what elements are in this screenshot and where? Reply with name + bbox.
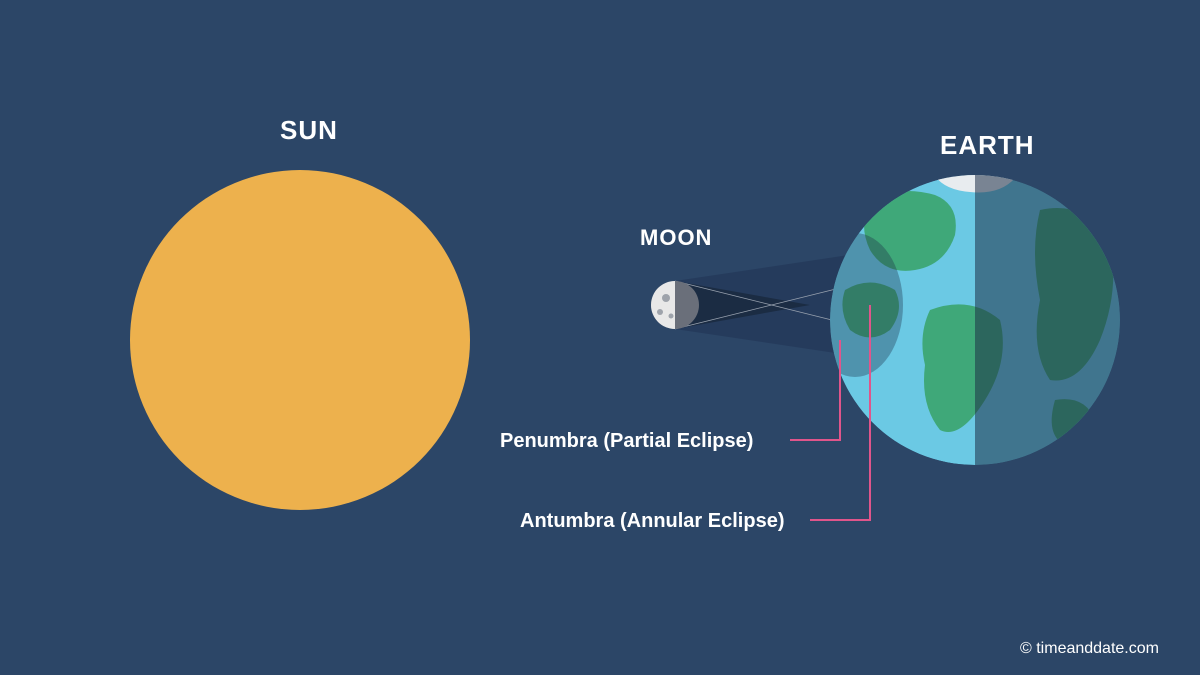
sun-body — [130, 170, 470, 510]
earth-label: EARTH — [940, 130, 1035, 161]
sun-label: SUN — [280, 115, 338, 146]
moon-body — [651, 281, 699, 329]
copyright-text: © timeanddate.com — [1020, 640, 1159, 658]
moon-label: MOON — [640, 225, 712, 251]
eclipse-diagram — [0, 0, 1200, 675]
penumbra-annotation: Penumbra (Partial Eclipse) — [500, 430, 753, 453]
antumbra-annotation: Antumbra (Annular Eclipse) — [520, 510, 784, 533]
